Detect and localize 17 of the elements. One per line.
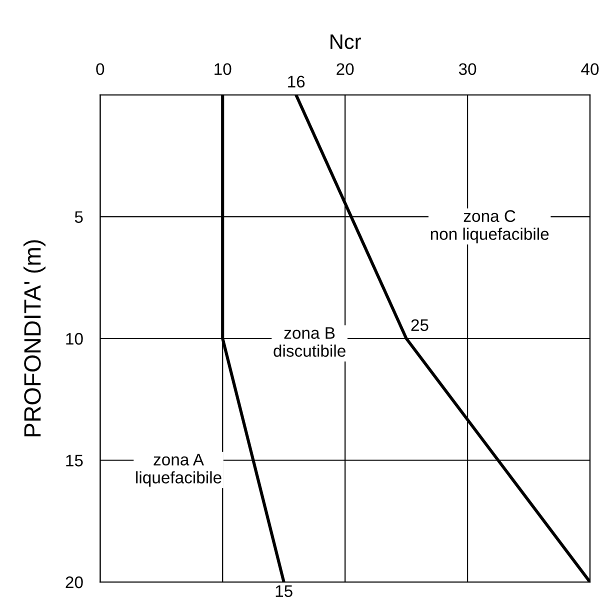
annotation: zona C non liquefacibile: [430, 210, 549, 244]
annotation: zona B discutibile: [274, 327, 346, 357]
x-tick-label: 40: [581, 63, 599, 76]
x-tick-label: 10: [214, 63, 232, 76]
y-tick-label: 20: [66, 576, 83, 588]
x-tick-label: 30: [458, 63, 476, 76]
y-axis-title: PROFONDITA' (m): [23, 240, 46, 436]
y-tick-label: 10: [66, 332, 83, 345]
y-tick-label: 15: [66, 454, 83, 466]
annotation: 15: [276, 585, 292, 598]
annotation: 25: [411, 319, 428, 332]
x-axis-title: Ncr: [330, 34, 361, 50]
y-tick-label: 5: [74, 211, 83, 223]
x-tick-label: 20: [336, 63, 354, 76]
annotation: 16: [288, 76, 305, 88]
x-tick-label: 0: [96, 63, 104, 76]
annotation: zona A liquefacibile: [136, 454, 222, 487]
